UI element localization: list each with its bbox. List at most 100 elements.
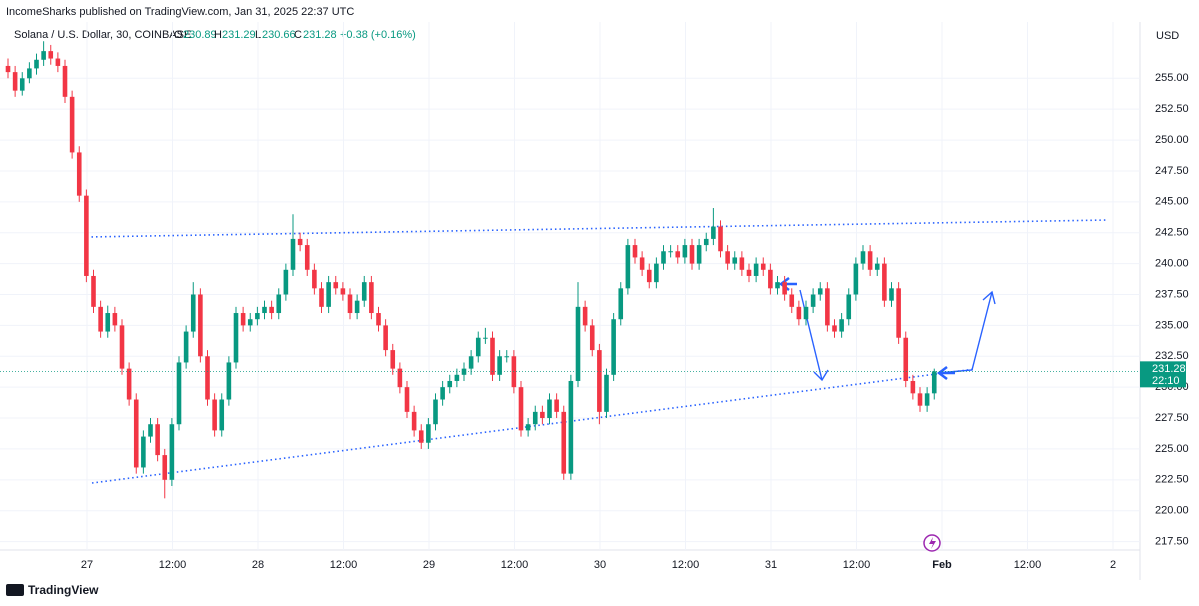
candle-body [917, 393, 923, 406]
candle-body [126, 368, 132, 400]
candle-body [426, 424, 431, 443]
candle-body [867, 251, 873, 270]
x-tick-label: 12:00 [1014, 559, 1042, 571]
candle-body [853, 263, 859, 295]
candle-body [490, 337, 495, 375]
candle-body [98, 306, 103, 332]
candle-body [903, 337, 909, 381]
candle-body [518, 387, 524, 431]
candle-body [48, 51, 54, 59]
candle-body [468, 356, 474, 369]
symbol: Solana / U.S. Dollar, 30, COINBASE [14, 29, 191, 41]
candle-body [326, 282, 331, 307]
candle-body [183, 331, 189, 363]
logo-mark [6, 584, 24, 596]
h-label: H [214, 29, 222, 41]
candle-body [768, 269, 773, 289]
logo-text: TradingView [28, 583, 99, 597]
x-tick-label: 12:00 [843, 559, 871, 571]
candle-body [5, 65, 11, 73]
x-tick-label: 31 [765, 559, 777, 571]
candle-body [361, 282, 367, 301]
candle-body [817, 288, 823, 295]
y-tick-label: 240.00 [1155, 258, 1189, 270]
candle-body [532, 411, 538, 425]
candle-body [575, 306, 581, 381]
lower-trendline [91, 368, 976, 484]
candle-body [290, 238, 296, 270]
legend: Solana / U.S. Dollar, 30, COINBASE O 230… [14, 29, 416, 41]
candle-body [105, 313, 111, 332]
candle-body [369, 282, 374, 314]
candle-body [390, 350, 396, 369]
y-tick-label: 247.50 [1155, 165, 1189, 177]
candle-body [447, 380, 453, 388]
x-tick-label: 30 [594, 559, 606, 571]
candle-body [240, 313, 246, 326]
candle-body [340, 288, 346, 295]
y-tick-label: 245.00 [1155, 196, 1189, 208]
x-tick-label: 12:00 [672, 559, 700, 571]
candle-body [383, 325, 388, 351]
candle-body [632, 245, 638, 258]
y-tick-label: 235.00 [1155, 319, 1189, 331]
candle-body [461, 368, 467, 375]
candle-body [782, 282, 787, 295]
candle-body [796, 306, 802, 320]
candle-body [12, 72, 18, 91]
candle-body [654, 263, 659, 283]
candle-body [910, 380, 916, 394]
event-icon [923, 534, 941, 552]
candle-body [889, 288, 894, 301]
candle-body [789, 294, 795, 307]
candle-body [718, 226, 723, 252]
candle-body [269, 306, 274, 314]
candle-body [597, 350, 602, 412]
candle-body [69, 96, 75, 153]
candle-body [611, 319, 616, 375]
candle-body [540, 411, 545, 419]
up-arrow [937, 291, 993, 374]
y-tick-label: 250.00 [1155, 134, 1189, 146]
candle-body [639, 257, 645, 270]
candle-body [525, 424, 531, 431]
candle-body [475, 337, 481, 357]
x-tick-label: 28 [252, 559, 264, 571]
c-value: 231.28 [303, 29, 337, 41]
candle-body [112, 313, 118, 326]
y-tick-label: 222.50 [1155, 474, 1189, 486]
candle-body [846, 294, 852, 320]
candle-body [646, 269, 652, 283]
candle-body [190, 294, 196, 332]
candle-body [839, 319, 844, 332]
candle-body [62, 65, 68, 97]
candle-body [832, 325, 837, 332]
candle-body [27, 68, 32, 79]
candle-body [247, 319, 253, 326]
l-value: 230.66 [262, 29, 296, 41]
last-price-label: 231.28 [1152, 363, 1186, 375]
candle-body [41, 51, 46, 60]
y-tick-label: 237.50 [1155, 288, 1189, 300]
candle-body [433, 399, 438, 425]
candle-body [262, 306, 267, 314]
candle-body [924, 393, 930, 406]
candle-body [732, 257, 738, 264]
candle-body [226, 362, 232, 400]
candle-body [554, 399, 559, 412]
candle-body [739, 257, 745, 270]
candle-body [440, 387, 445, 400]
o-label: O [174, 29, 183, 41]
candle-body [162, 455, 168, 480]
x-tick-label: 29 [423, 559, 435, 571]
candle-body [604, 374, 609, 412]
candle-body [34, 59, 39, 69]
candle-body [212, 399, 217, 431]
candle-body [219, 399, 225, 431]
y-tick-label: 225.00 [1155, 443, 1189, 455]
candle-body [198, 294, 203, 357]
published-line: IncomeSharks published on TradingView.co… [6, 6, 354, 18]
candle-body [589, 325, 595, 351]
candle-body [668, 251, 673, 253]
